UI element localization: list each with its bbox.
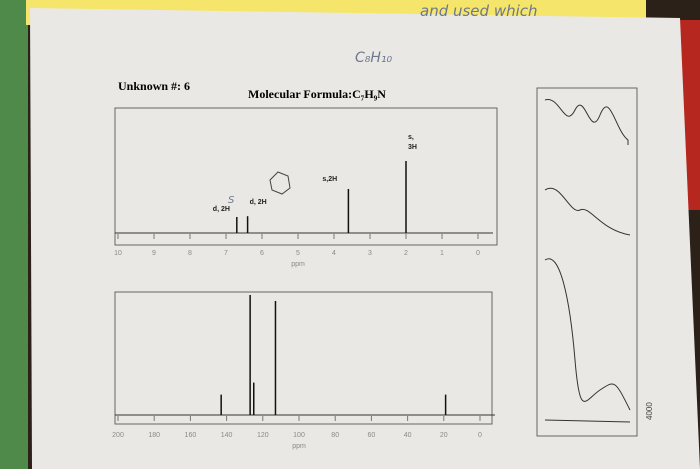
x-tick-label: 160: [185, 432, 197, 439]
margin-mark: S: [228, 195, 235, 206]
unknown-label: Unknown #: 6: [118, 79, 190, 93]
ir-tick-label: 4000: [645, 402, 654, 420]
peak-label: d, 2H: [213, 206, 230, 213]
x-axis-label: ppm: [291, 261, 305, 268]
benzene-sketch: [269, 171, 291, 195]
x-tick-label: 80: [331, 432, 339, 439]
peak-label: s,: [408, 134, 414, 141]
x-tick-label: 6: [260, 250, 264, 257]
paper: [30, 8, 700, 469]
notebook-edge: [0, 0, 28, 469]
c-nmr-frame: [114, 291, 493, 425]
formula-label: Molecular Formula:C₇H₉N: [248, 87, 386, 101]
x-tick-label: 10: [114, 250, 122, 257]
x-tick-label: 60: [368, 432, 376, 439]
h-nmr-frame: [114, 107, 498, 246]
x-tick-label: 3: [368, 250, 372, 257]
x-tick-label: 0: [478, 432, 482, 439]
peak-label: d, 2H: [250, 199, 267, 206]
x-tick-label: 2: [404, 250, 408, 257]
x-tick-label: 8: [188, 250, 192, 257]
peak-label: 3H: [408, 144, 417, 151]
x-tick-label: 0: [476, 250, 480, 257]
top-note: and used which: [420, 2, 538, 20]
formula-note: C₈H₁₀: [355, 50, 393, 66]
x-tick-label: 9: [152, 250, 156, 257]
x-tick-label: 5: [296, 250, 300, 257]
ir-trace: [544, 99, 631, 423]
x-tick-label: 100: [293, 432, 305, 439]
x-axis-label: ppm: [292, 443, 306, 450]
x-tick-label: 20: [440, 432, 448, 439]
x-tick-label: 140: [221, 432, 233, 439]
x-tick-label: 180: [148, 432, 160, 439]
ir-frame: [536, 87, 638, 437]
x-tick-label: 4: [332, 250, 336, 257]
peak-label: s,2H: [322, 176, 337, 183]
x-tick-label: 7: [224, 250, 228, 257]
x-tick-label: 1: [440, 250, 444, 257]
x-tick-label: 40: [404, 432, 412, 439]
x-tick-label: 200: [112, 432, 124, 439]
x-tick-label: 120: [257, 432, 269, 439]
